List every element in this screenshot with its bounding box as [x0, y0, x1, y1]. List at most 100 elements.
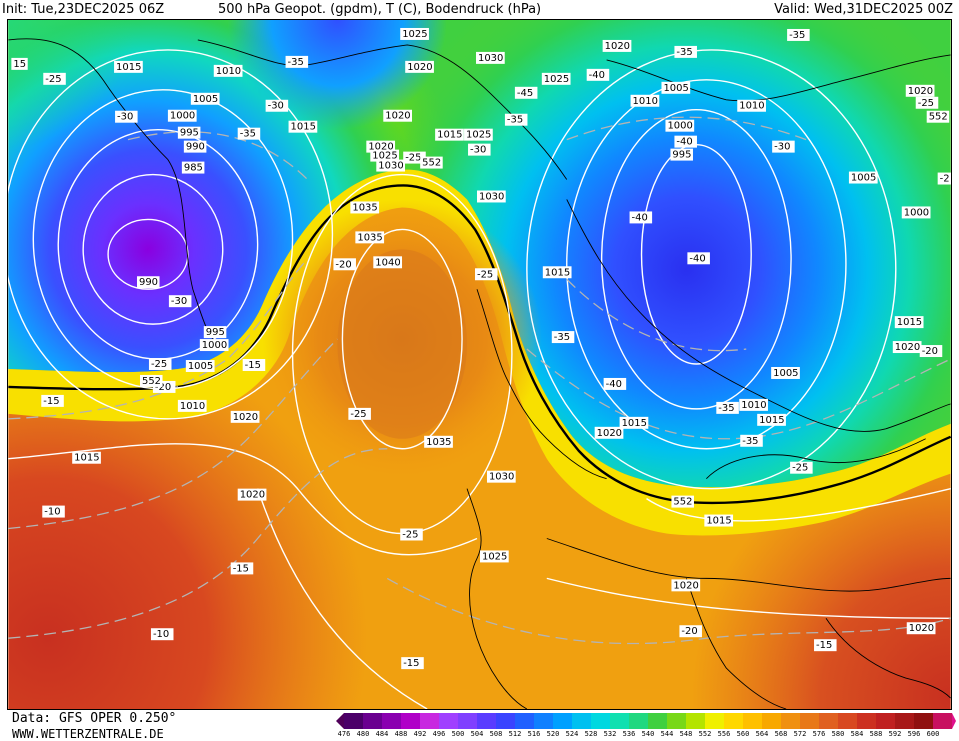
pressure-label-box [901, 206, 931, 219]
legend-cell [344, 713, 363, 729]
pressure-label-text: 1020 [673, 580, 698, 591]
temperature-label-text: -40 [676, 137, 692, 148]
pressure-label: 1015 [757, 413, 786, 426]
legend-value: 492 [413, 730, 427, 738]
temperature-label-text: -35 [507, 115, 523, 126]
temperature-label-text: -30 [470, 145, 486, 156]
temperature-label-text: -25 [477, 269, 493, 280]
height-label: 552 [671, 495, 694, 508]
temperature-label-box [603, 377, 627, 390]
pressure-label-box [542, 266, 572, 279]
pressure-label-box [739, 398, 768, 411]
chart-title: 500 hPa Geopot. (gpdm), T (C), Bodendruc… [218, 2, 542, 17]
pressure-label-text: 1010 [741, 400, 766, 411]
legend-cell [553, 713, 572, 729]
pressure-label-box [757, 413, 786, 426]
pressure-label: 1020 [237, 488, 267, 501]
temperature-label-text: -30 [774, 142, 790, 153]
temperature-label: -40 [603, 377, 627, 390]
legend-cell [382, 713, 401, 729]
pressure-label: 1020 [892, 341, 922, 353]
temperature-label-text: -20 [155, 382, 171, 393]
pressure-label: 1015 [619, 416, 649, 429]
pressure-label-box [350, 201, 380, 214]
temperature-label: -30 [265, 99, 289, 112]
temperature-label-box [814, 639, 837, 652]
temperature-label: -30 [772, 140, 795, 153]
temperature-label-box [687, 252, 710, 265]
pressure-label-text: 1035 [426, 437, 451, 448]
pressure-label-text: 1030 [489, 472, 514, 483]
pressure-label-text: 1020 [605, 41, 630, 52]
legend-value: 528 [584, 730, 598, 738]
temperature-label-text: -25 [151, 359, 167, 370]
temperature-label-text: -35 [676, 47, 692, 58]
pressure-label: 1005 [661, 81, 691, 94]
legend-value: 500 [451, 730, 465, 738]
pressure-label-box [541, 72, 571, 85]
pressure-label-text: 990 [186, 142, 205, 153]
pressure-label: 1020 [602, 39, 632, 52]
pressure-label-text: 1005 [851, 173, 876, 184]
pressure-label-text: 1030 [378, 161, 403, 172]
data-source-label: Data: GFS OPER 0.250° [12, 711, 177, 726]
temperature-label-text: -35 [554, 332, 570, 343]
pressure-label: 1015 [542, 266, 572, 279]
temperature-label-box [514, 86, 538, 99]
pressure-label-box [185, 360, 215, 372]
pressure-label-box [136, 276, 160, 289]
legend-cell [800, 713, 819, 729]
temperature-label: -15 [814, 639, 837, 651]
temperature-label: -40 [674, 135, 697, 148]
pressure-label-text: 1005 [188, 361, 213, 372]
pressure-label-box [670, 148, 693, 161]
pressure-label-box [366, 140, 396, 153]
pressure-label-text: 1020 [909, 623, 934, 634]
legend-cell [819, 713, 838, 729]
central-high-inner [337, 249, 468, 439]
pressure-label-box [230, 410, 260, 423]
pressure-label: 1010 [177, 399, 207, 412]
pressure-label: 1020 [230, 410, 260, 423]
pressure-label: 990 [183, 140, 207, 153]
legend-cell [724, 713, 743, 729]
pressure-label-box [479, 550, 509, 563]
legend-cell [686, 713, 705, 729]
legend-cell [838, 713, 857, 729]
legend-cell [420, 713, 439, 729]
height-label-box [420, 156, 443, 169]
pressure-label-text: 1020 [368, 142, 393, 153]
pressure-label: 1030 [376, 159, 406, 172]
legend-cell [933, 713, 952, 729]
pressure-label-box [376, 159, 406, 172]
pressure-label-text: 1010 [633, 96, 658, 107]
temperature-label: -35 [674, 45, 697, 58]
pressure-label: 1005 [185, 360, 215, 372]
pressure-label: 1020 [383, 109, 412, 122]
pressure-label-box [167, 109, 197, 122]
temperature-label-box [348, 407, 371, 420]
pressure-label-box [72, 451, 101, 464]
temperature-label-box [629, 211, 653, 224]
temperature-label-text: -45 [517, 88, 533, 99]
temperature-label-box [41, 394, 64, 407]
temperature-label-text: -30 [117, 112, 133, 123]
pressure-label-text: 1020 [908, 86, 933, 97]
legend-cell [363, 713, 382, 729]
temperature-label-text: -20 [922, 346, 938, 357]
pressure-label: 1020 [594, 426, 624, 439]
temperature-label-box [772, 140, 795, 153]
pressure-label: 1025 [541, 72, 571, 85]
temperature-label: -10 [42, 505, 65, 518]
temperature-label-text: -15 [816, 640, 832, 651]
pressure-label-box [370, 149, 400, 162]
pressure-label-box [630, 94, 660, 107]
pressure-label: 1010 [630, 94, 660, 107]
height-label: 552 [420, 156, 443, 169]
temperature-label-box [401, 657, 424, 670]
legend-cell [439, 713, 458, 729]
pressure-label-box [464, 128, 493, 141]
temperature-label-box [11, 57, 28, 70]
pressure-label-text: 985 [184, 163, 203, 174]
